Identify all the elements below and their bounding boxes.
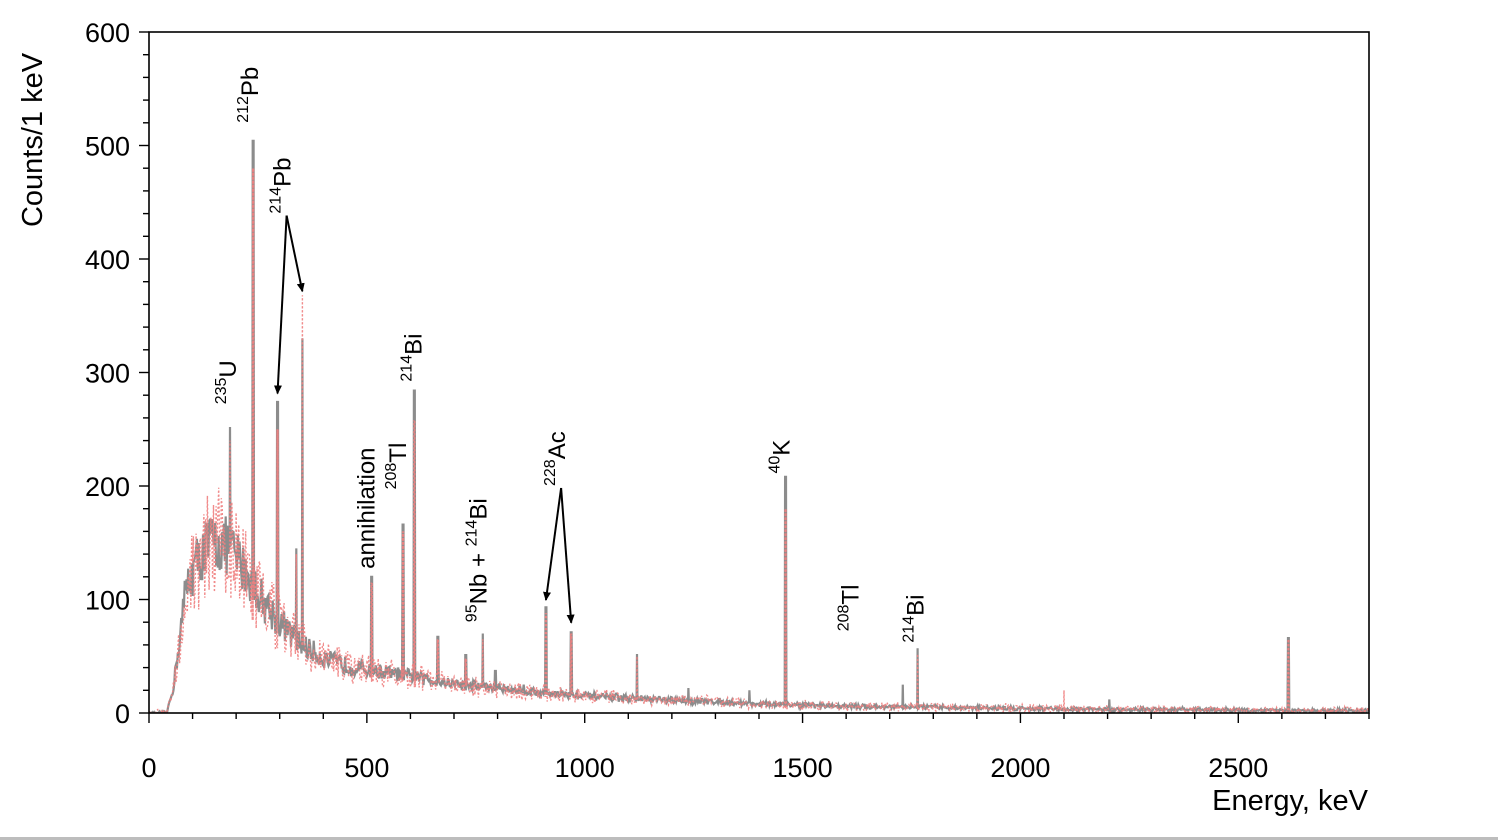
series-line-dotted [149, 168, 1369, 713]
peak-label: 235U [213, 360, 242, 404]
peak-label-element: Bi [903, 595, 930, 616]
x-tick-label: 2000 [990, 753, 1050, 783]
bottom-rule [0, 837, 1498, 840]
peak-label: 214Bi [398, 334, 427, 382]
annotation-arrow [560, 487, 575, 624]
peak-label-element: U [215, 360, 242, 377]
peak-label-mass: 214 [901, 616, 918, 643]
y-tick-label: 300 [85, 359, 130, 389]
y-axis: 0 100 200 300 400 500 600 [85, 18, 149, 729]
peak-label-mass: 40 [767, 456, 784, 474]
peak-label: 228Ac [542, 431, 571, 486]
y-axis-title: Counts/1 keV [17, 52, 49, 227]
peak-label-element: Tl [385, 443, 412, 463]
y-tick-label: 200 [85, 472, 130, 502]
peak-label-mass: 214 [268, 187, 285, 214]
x-tick-label: 1500 [773, 753, 833, 783]
peak-label-element: annihilation [354, 447, 381, 568]
series-layer [149, 139, 1369, 713]
peak-label: annihilation [354, 447, 381, 568]
peak-label: 208Tl [383, 443, 412, 490]
annotation-arrow [543, 487, 563, 602]
peak-label-mass: 214 [464, 520, 481, 547]
y-tick-label: 500 [85, 132, 130, 162]
peak-label-mass: 235 [213, 378, 230, 405]
peak-label-mass: 214 [398, 355, 415, 382]
plot-frame [148, 31, 1370, 714]
x-tick-label: 1000 [555, 753, 615, 783]
peak-label: 40K [767, 440, 796, 474]
series-line-solid [149, 139, 1369, 713]
peak-label-mass: 95 [464, 604, 481, 622]
peak-label-element: K [769, 440, 796, 456]
x-tick-label: 2500 [1208, 753, 1268, 783]
peak-label-mass: 212 [235, 96, 252, 123]
peak-label-mass: 208 [383, 463, 400, 490]
x-axis-title: Energy, keV [1212, 785, 1368, 817]
peak-label-element: Bi [400, 334, 427, 355]
peak-label-element: Pb [270, 158, 297, 187]
x-tick-label: 500 [344, 753, 389, 783]
peak-label-element: Nb + [466, 546, 493, 604]
y-tick-label: 600 [85, 18, 130, 48]
peak-label: 214Pb [268, 158, 297, 214]
y-tick-label: 100 [85, 586, 130, 616]
peak-label-element: Bi [466, 498, 493, 519]
annotation-arrow [285, 215, 305, 293]
peak-label: 208Tl [835, 585, 864, 632]
peak-label-element: Ac [544, 431, 571, 459]
peak-label-mass: 228 [542, 459, 559, 486]
y-tick-label: 0 [115, 699, 130, 729]
peak-label: 214Bi [901, 595, 930, 643]
peak-label: 212Pb [235, 67, 264, 123]
peak-label-mass: 208 [835, 605, 852, 632]
x-axis: 0 500 1000 1500 2000 2500 [141, 713, 1370, 783]
y-tick-label: 400 [85, 245, 130, 275]
peak-label-element: Tl [837, 585, 864, 605]
annotation-arrow [273, 215, 288, 395]
peak-label-element: Pb [237, 67, 264, 96]
peak-label: 95Nb + 214Bi [464, 498, 493, 622]
x-tick-label: 0 [141, 753, 156, 783]
